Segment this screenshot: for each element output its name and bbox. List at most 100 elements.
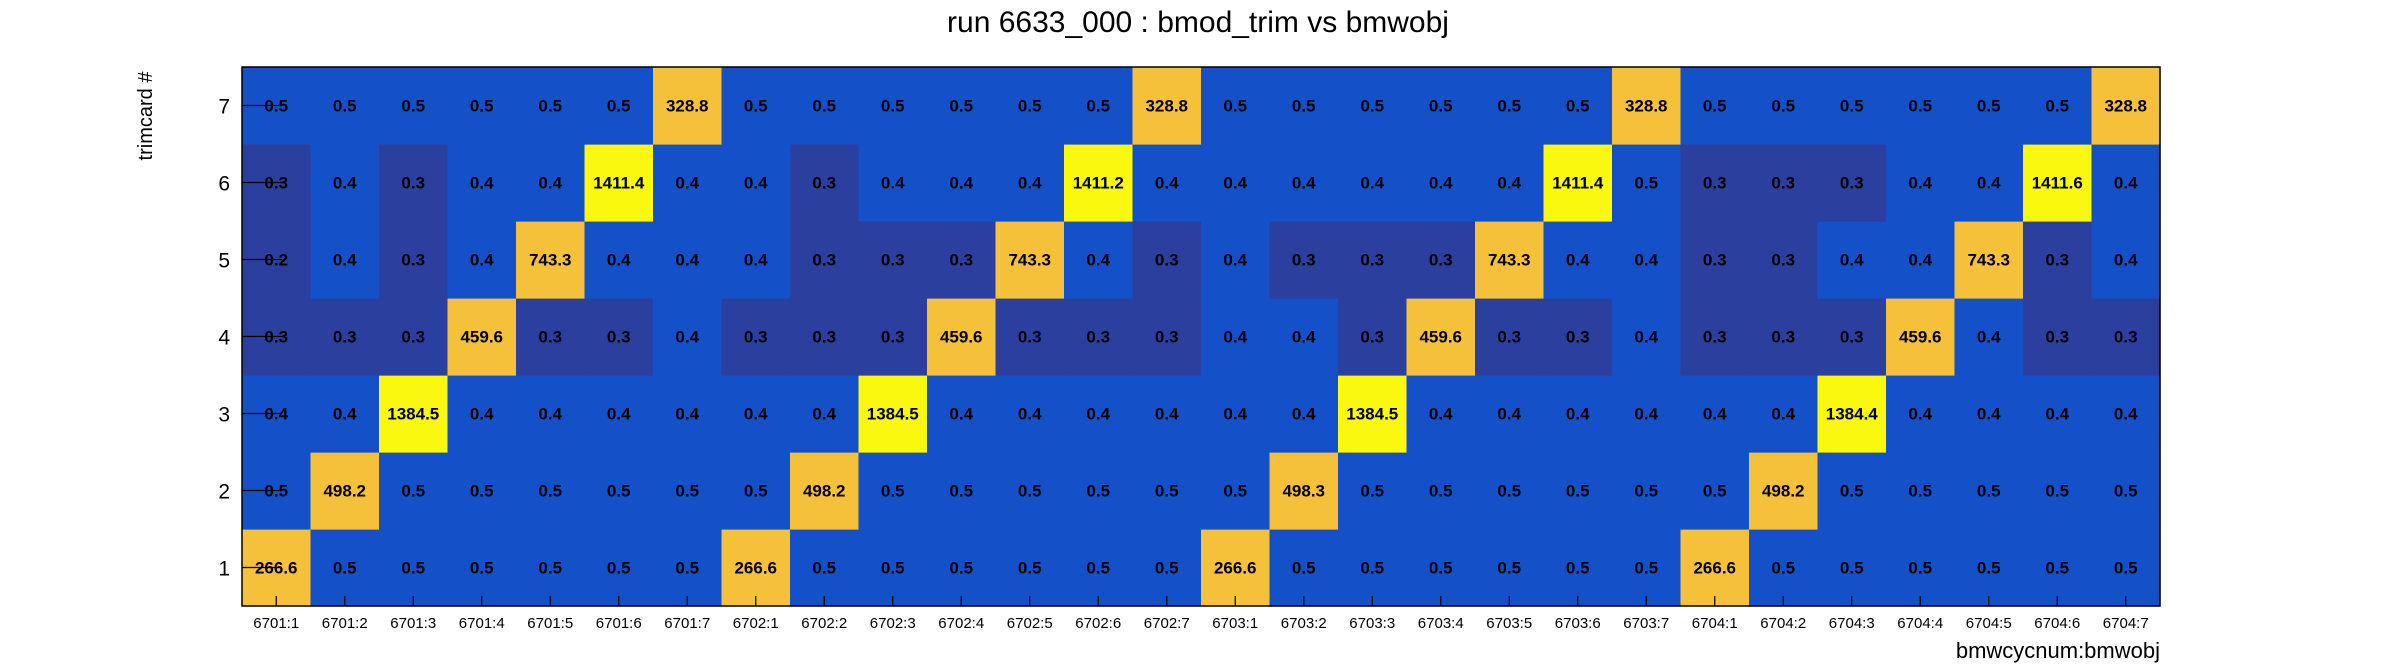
heatmap-cell <box>447 298 517 376</box>
heatmap-cell <box>927 529 997 607</box>
cell-value-label: 0.3 <box>1771 174 1795 193</box>
heatmap-cell <box>516 298 586 376</box>
heatmap-cell <box>1064 529 1134 607</box>
x-tick-label: 6704:5 <box>1966 615 2012 632</box>
heatmap-cell <box>1064 452 1134 530</box>
heatmap-cell <box>447 144 517 222</box>
heatmap-cell <box>1886 144 1956 222</box>
y-tick-label: 2 <box>218 481 230 504</box>
heatmap-cell <box>1475 452 1545 530</box>
x-tick-label: 6702:6 <box>1075 615 1121 632</box>
heatmap-cell <box>1543 144 1613 222</box>
heatmap-cell <box>1749 529 1819 607</box>
heatmap-cell <box>379 452 449 530</box>
y-tick-label: 4 <box>218 327 230 350</box>
cell-value-label: 0.5 <box>1634 482 1658 501</box>
heatmap-cell <box>310 144 380 222</box>
cell-value-label: 0.5 <box>1018 559 1042 578</box>
heatmap-cell <box>1612 452 1682 530</box>
cell-value-label: 0.3 <box>812 251 836 270</box>
heatmap-cell <box>1064 375 1134 453</box>
heatmap-cell <box>927 221 997 299</box>
cell-value-label: 743.3 <box>529 251 572 270</box>
cell-value-label: 0.3 <box>1840 174 1864 193</box>
heatmap-cell <box>653 529 723 607</box>
heatmap-cell <box>790 452 860 530</box>
cell-value-label: 0.4 <box>1429 405 1453 424</box>
cell-value-label: 0.5 <box>401 97 425 116</box>
cell-value-label: 0.4 <box>538 174 562 193</box>
heatmap-cell <box>1064 144 1134 222</box>
heatmap-cell <box>1954 298 2024 376</box>
cell-value-label: 0.5 <box>1566 482 1590 501</box>
heatmap-cell <box>516 529 586 607</box>
heatmap-cell <box>1886 67 1956 145</box>
cell-value-label: 0.5 <box>333 559 357 578</box>
cell-value-label: 0.4 <box>1908 174 1932 193</box>
x-tick-label: 6701:2 <box>322 615 368 632</box>
heatmap-cell <box>1269 452 1339 530</box>
cell-value-label: 0.3 <box>1566 328 1590 347</box>
heatmap-cell <box>1406 375 1476 453</box>
heatmap-cell <box>379 67 449 145</box>
heatmap-cell <box>1338 375 1408 453</box>
cell-value-label: 0.5 <box>470 482 494 501</box>
heatmap-cell <box>310 221 380 299</box>
heatmap-cell <box>1817 375 1887 453</box>
x-tick-label: 6702:1 <box>733 615 779 632</box>
cell-value-label: 0.5 <box>1908 559 1932 578</box>
heatmap-cell <box>858 67 928 145</box>
cell-value-label: 0.5 <box>881 559 905 578</box>
cell-value-label: 1411.2 <box>1073 174 1124 193</box>
cell-value-label: 0.4 <box>1634 251 1658 270</box>
x-tick-label: 6701:1 <box>253 615 299 632</box>
heatmap-cell <box>2023 375 2093 453</box>
cell-value-label: 743.3 <box>1488 251 1531 270</box>
cell-value-label: 0.4 <box>2114 174 2138 193</box>
cell-value-label: 0.5 <box>1840 559 1864 578</box>
heatmap-cell <box>516 144 586 222</box>
cell-value-label: 0.3 <box>1497 328 1521 347</box>
x-tick-label: 6701:6 <box>596 615 642 632</box>
cell-value-label: 459.6 <box>940 328 983 347</box>
heatmap-cell <box>447 67 517 145</box>
cell-value-label: 0.5 <box>881 97 905 116</box>
heatmap-cell <box>927 144 997 222</box>
cell-value-label: 0.5 <box>1497 482 1521 501</box>
cell-value-label: 0.3 <box>1086 328 1110 347</box>
heatmap-cell <box>1406 529 1476 607</box>
heatmap-cell <box>379 221 449 299</box>
cell-value-label: 0.4 <box>1018 174 1042 193</box>
heatmap-cell <box>1954 221 2024 299</box>
cell-value-label: 0.5 <box>1018 97 1042 116</box>
heatmap-cell <box>790 298 860 376</box>
heatmap-cell <box>1201 67 1271 145</box>
cell-value-label: 266.6 <box>734 559 777 578</box>
heatmap-cell <box>653 452 723 530</box>
heatmap-cell <box>790 144 860 222</box>
cell-value-label: 0.4 <box>2114 251 2138 270</box>
heatmap-cell <box>447 529 517 607</box>
cell-value-label: 0.3 <box>881 328 905 347</box>
heatmap-cell <box>2091 144 2161 222</box>
cell-value-label: 0.5 <box>1086 97 1110 116</box>
cell-value-label: 0.5 <box>1155 559 1179 578</box>
heatmap-cell <box>1886 452 1956 530</box>
heatmap-cell <box>2023 144 2093 222</box>
heatmap-cell <box>2023 298 2093 376</box>
heatmap-cell <box>1269 298 1339 376</box>
heatmap-cell <box>790 67 860 145</box>
cell-value-label: 0.4 <box>1429 174 1453 193</box>
cell-value-label: 0.4 <box>1634 328 1658 347</box>
cell-value-label: 0.5 <box>1018 482 1042 501</box>
heatmap-cell <box>721 298 791 376</box>
cell-value-label: 0.4 <box>1840 251 1864 270</box>
heatmap-cell <box>721 221 791 299</box>
heatmap-cell <box>1475 529 1545 607</box>
heatmap-cell <box>584 529 654 607</box>
cell-value-label: 0.5 <box>1703 97 1727 116</box>
cell-value-label: 0.3 <box>333 328 357 347</box>
heatmap-cell <box>2091 298 2161 376</box>
cell-value-label: 0.4 <box>1223 251 1247 270</box>
cell-value-label: 0.3 <box>538 328 562 347</box>
